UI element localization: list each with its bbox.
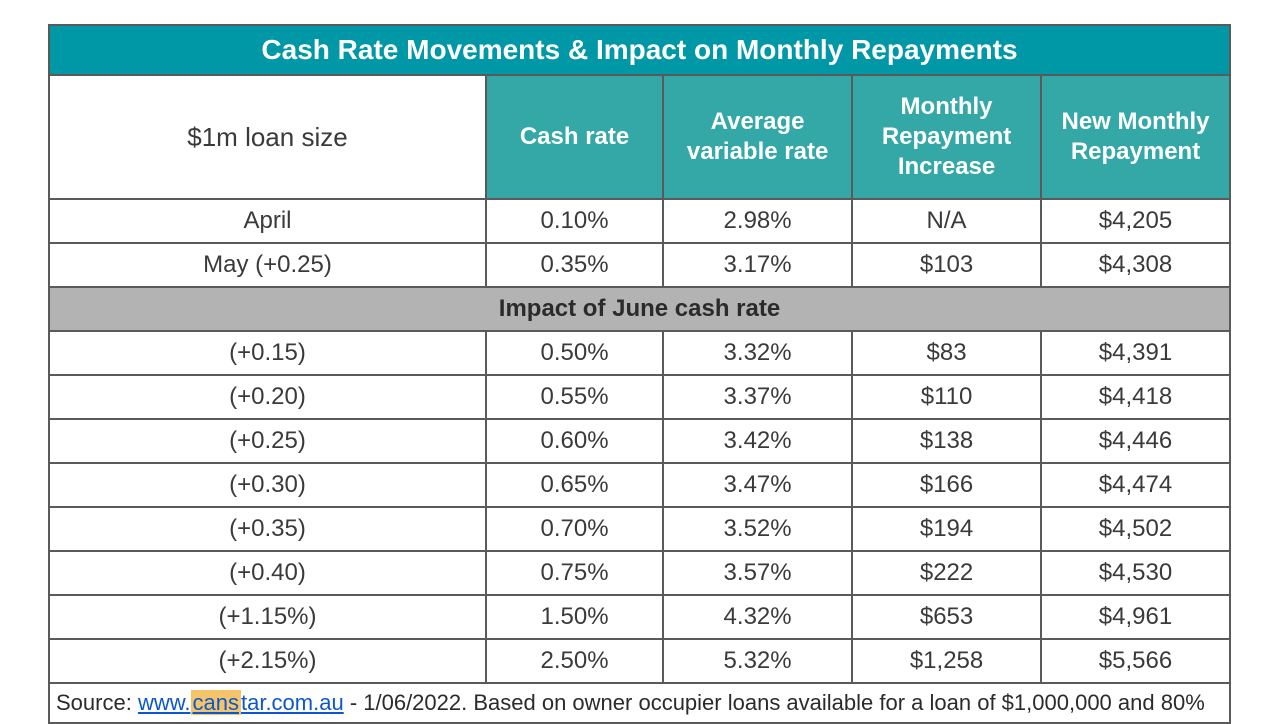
increase-cell: N/A <box>852 199 1041 243</box>
new-monthly-cell: $4,961 <box>1041 595 1230 639</box>
cash-rate-cell: 0.55% <box>486 375 663 419</box>
table-row: (+0.30)0.65%3.47%$166$4,474 <box>49 463 1230 507</box>
avg-var-cell: 3.17% <box>663 243 852 287</box>
col-new-monthly: New Monthly Repayment <box>1041 75 1230 199</box>
new-monthly-cell: $5,566 <box>1041 639 1230 683</box>
label-cell: May (+0.25) <box>49 243 486 287</box>
cash-rate-cell: 0.10% <box>486 199 663 243</box>
source-link-pre: www. <box>138 690 191 715</box>
source-suffix: - 1/06/2022. Based on owner occupier loa… <box>344 690 1205 715</box>
table-row: (+0.35)0.70%3.52%$194$4,502 <box>49 507 1230 551</box>
new-monthly-cell: $4,474 <box>1041 463 1230 507</box>
avg-var-cell: 3.57% <box>663 551 852 595</box>
table-row: (+0.15)0.50%3.32%$83$4,391 <box>49 331 1230 375</box>
increase-cell: $103 <box>852 243 1041 287</box>
label-cell: April <box>49 199 486 243</box>
source-cell: Source: www.canstar.com.au - 1/06/2022. … <box>49 683 1230 723</box>
increase-cell: $1,258 <box>852 639 1041 683</box>
increase-cell: $166 <box>852 463 1041 507</box>
table-row: (+1.15%)1.50%4.32%$653$4,961 <box>49 595 1230 639</box>
table-row: (+0.40)0.75%3.57%$222$4,530 <box>49 551 1230 595</box>
cash-rate-table: Cash Rate Movements & Impact on Monthly … <box>48 24 1231 724</box>
label-cell: (+0.35) <box>49 507 486 551</box>
avg-var-cell: 4.32% <box>663 595 852 639</box>
avg-var-cell: 3.42% <box>663 419 852 463</box>
col-avg-var-rate: Average variable rate <box>663 75 852 199</box>
table-row: April0.10%2.98%N/A$4,205 <box>49 199 1230 243</box>
avg-var-cell: 3.52% <box>663 507 852 551</box>
new-monthly-cell: $4,391 <box>1041 331 1230 375</box>
increase-cell: $222 <box>852 551 1041 595</box>
new-monthly-cell: $4,530 <box>1041 551 1230 595</box>
table-header-row: $1m loan size Cash rate Average variable… <box>49 75 1230 199</box>
avg-var-cell: 2.98% <box>663 199 852 243</box>
col-cash-rate: Cash rate <box>486 75 663 199</box>
source-link-post: tar.com.au <box>241 690 344 715</box>
increase-cell: $110 <box>852 375 1041 419</box>
label-cell: (+2.15%) <box>49 639 486 683</box>
new-monthly-cell: $4,418 <box>1041 375 1230 419</box>
new-monthly-cell: $4,502 <box>1041 507 1230 551</box>
cash-rate-cell: 0.50% <box>486 331 663 375</box>
cash-rate-cell: 0.70% <box>486 507 663 551</box>
cash-rate-cell: 1.50% <box>486 595 663 639</box>
increase-cell: $653 <box>852 595 1041 639</box>
section-label: Impact of June cash rate <box>49 287 1230 331</box>
new-monthly-cell: $4,205 <box>1041 199 1230 243</box>
table-title-row: Cash Rate Movements & Impact on Monthly … <box>49 25 1230 75</box>
label-cell: (+1.15%) <box>49 595 486 639</box>
source-link[interactable]: www.canstar.com.au <box>138 690 344 715</box>
cash-rate-cell: 0.75% <box>486 551 663 595</box>
label-cell: (+0.20) <box>49 375 486 419</box>
table-row: (+2.15%)2.50%5.32%$1,258$5,566 <box>49 639 1230 683</box>
source-link-highlight: cans <box>191 690 241 715</box>
label-cell: (+0.25) <box>49 419 486 463</box>
avg-var-cell: 3.37% <box>663 375 852 419</box>
cash-rate-cell: 0.60% <box>486 419 663 463</box>
label-cell: (+0.40) <box>49 551 486 595</box>
col-loan-size: $1m loan size <box>49 75 486 199</box>
table-row: (+0.20)0.55%3.37%$110$4,418 <box>49 375 1230 419</box>
new-monthly-cell: $4,308 <box>1041 243 1230 287</box>
cash-rate-cell: 0.35% <box>486 243 663 287</box>
label-cell: (+0.15) <box>49 331 486 375</box>
section-row: Impact of June cash rate <box>49 287 1230 331</box>
new-monthly-cell: $4,446 <box>1041 419 1230 463</box>
increase-cell: $194 <box>852 507 1041 551</box>
avg-var-cell: 3.47% <box>663 463 852 507</box>
avg-var-cell: 3.32% <box>663 331 852 375</box>
table-title: Cash Rate Movements & Impact on Monthly … <box>49 25 1230 75</box>
table-row: May (+0.25)0.35%3.17%$103$4,308 <box>49 243 1230 287</box>
increase-cell: $83 <box>852 331 1041 375</box>
col-monthly-increase: Monthly Repayment Increase <box>852 75 1041 199</box>
cash-rate-cell: 2.50% <box>486 639 663 683</box>
avg-var-cell: 5.32% <box>663 639 852 683</box>
source-prefix: Source: <box>56 690 138 715</box>
label-cell: (+0.30) <box>49 463 486 507</box>
cash-rate-cell: 0.65% <box>486 463 663 507</box>
source-row: Source: www.canstar.com.au - 1/06/2022. … <box>49 683 1230 723</box>
table-row: (+0.25)0.60%3.42%$138$4,446 <box>49 419 1230 463</box>
increase-cell: $138 <box>852 419 1041 463</box>
